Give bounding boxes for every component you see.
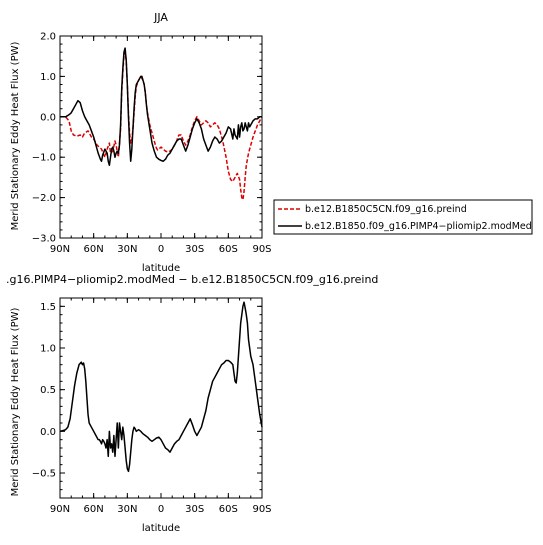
top-chart-title: JJA xyxy=(153,11,168,24)
y-tick-label: 1.5 xyxy=(40,302,56,313)
x-tick-label: 30S xyxy=(185,504,204,515)
legend-label-pliomip: b.e12.B1850.f09_g16.PIMP4−pliomip2.modMe… xyxy=(305,221,532,232)
x-tick-label: 30S xyxy=(185,244,204,255)
x-tick-label: 0 xyxy=(158,504,164,515)
top-chart-legend: b.e12.B1850C5CN.f09_g16.preind b.e12.B18… xyxy=(273,199,533,235)
y-tick-label: −3.0 xyxy=(32,234,56,245)
x-tick-label: 60S xyxy=(219,244,238,255)
bottom-chart: .g16.PIMP4−pliomip2.modMed − b.e12.B1850… xyxy=(6,273,378,534)
x-tick-label: 0 xyxy=(158,244,164,255)
y-tick-label: −1.0 xyxy=(32,153,56,164)
series-line-1-0 xyxy=(59,301,263,473)
series-line-0-0 xyxy=(60,51,263,201)
plot-frame-1 xyxy=(59,297,263,499)
x-tick-label: 60N xyxy=(84,244,104,255)
x-tick-label: 30N xyxy=(117,244,137,255)
top-chart-xlabel: latitude xyxy=(142,263,180,274)
y-tick-label: 2.0 xyxy=(40,32,56,43)
x-tick-label: 90N xyxy=(50,504,70,515)
x-tick-label: 60S xyxy=(219,504,238,515)
y-tick-label: −0.5 xyxy=(32,469,56,480)
x-tick-label: 30N xyxy=(117,504,137,515)
legend-label-preind: b.e12.B1850C5CN.f09_g16.preind xyxy=(305,204,467,215)
x-tick-label: 90S xyxy=(252,244,271,255)
top-chart-ylabel: Merid Stationary Eddy Heat Flux (PW) xyxy=(10,42,21,231)
y-tick-label: 0.5 xyxy=(40,385,56,396)
x-tick-label: 90N xyxy=(50,244,70,255)
y-tick-label: 1.0 xyxy=(40,72,56,83)
legend-box xyxy=(273,199,533,235)
y-tick-label: −2.0 xyxy=(32,193,56,204)
bottom-chart-xlabel: latitude xyxy=(142,523,180,534)
y-tick-label: 1.0 xyxy=(40,344,56,355)
top-chart: JJA Merid Stationary Eddy Heat Flux (PW)… xyxy=(10,11,272,274)
y-tick-label: 0.0 xyxy=(40,427,56,438)
bottom-chart-title: .g16.PIMP4−pliomip2.modMed − b.e12.B1850… xyxy=(6,273,378,286)
y-tick-label: 0.0 xyxy=(40,112,56,123)
x-tick-label: 60N xyxy=(84,504,104,515)
series-line-0-1 xyxy=(60,47,262,167)
x-tick-label: 90S xyxy=(252,504,271,515)
bottom-chart-ylabel: Merid Stationary Eddy Heat Flux (PW) xyxy=(10,308,21,497)
